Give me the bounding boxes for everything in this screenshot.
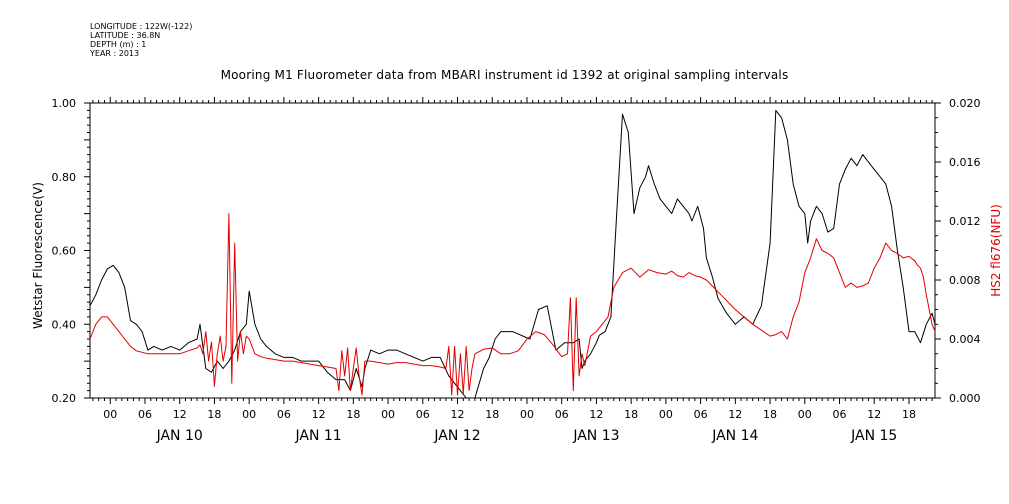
x-tick-label: 06 [833,408,847,421]
x-day-label: JAN 14 [711,428,758,444]
x-tick-label: 06 [138,408,152,421]
y2-tick-label: 0.008 [949,274,981,287]
x-tick-label: 18 [207,408,221,421]
y2-axis-label: HS2 fl676(NFU) [989,204,1003,297]
x-tick-label: 12 [589,408,603,421]
y-tick-label: 0.80 [52,171,77,184]
x-tick-label: 12 [867,408,881,421]
y2-tick-label: 0.016 [949,156,981,169]
y2-tick-label: 0.004 [949,333,981,346]
x-tick-label: 00 [520,408,534,421]
x-tick-label: 00 [659,408,673,421]
chart-title: Mooring M1 Fluorometer data from MBARI i… [220,68,789,82]
x-tick-label: 06 [416,408,430,421]
x-tick-label: 00 [103,408,117,421]
y2-tick-label: 0.012 [949,215,981,228]
x-day-label: JAN 12 [433,428,480,444]
x-day-label: JAN 10 [156,428,203,444]
x-tick-label: 00 [798,408,812,421]
x-tick-label: 12 [173,408,187,421]
x-tick-label: 06 [555,408,569,421]
y2-tick-label: 0.000 [949,392,981,405]
y-tick-label: 1.00 [52,97,77,110]
x-tick-label: 12 [451,408,465,421]
x-tick-label: 12 [728,408,742,421]
y-axis-label: Wetstar Fluorescence(V) [31,182,45,329]
x-tick-label: 12 [312,408,326,421]
x-tick-label: 18 [902,408,916,421]
wetstar-fluorescence-series-line [89,109,936,399]
depth-text: DEPTH (m) : 1 [90,40,147,49]
x-tick-label: 00 [381,408,395,421]
plot-frame [89,102,936,399]
x-tick-label: 18 [763,408,777,421]
y-tick-label: 0.40 [52,318,77,331]
year-text: YEAR : 2013 [90,49,140,58]
x-tick-label: 06 [277,408,291,421]
x-tick-label: 18 [485,408,499,421]
x-day-label: JAN 13 [572,428,619,444]
y2-tick-label: 0.020 [949,97,981,110]
x-day-label: JAN 15 [850,428,897,444]
latitude-text: LATITUDE : 36.8N [90,31,161,40]
longitude-text: LONGITUDE : 122W(-122) [90,22,193,31]
y-tick-label: 0.20 [52,392,77,405]
x-day-label: JAN 11 [295,428,342,444]
y-tick-label: 0.60 [52,245,77,258]
x-tick-label: 06 [694,408,708,421]
x-tick-label: 18 [624,408,638,421]
x-tick-label: 00 [242,408,256,421]
hs2-fl676-series-line [89,213,936,396]
x-tick-label: 18 [346,408,360,421]
